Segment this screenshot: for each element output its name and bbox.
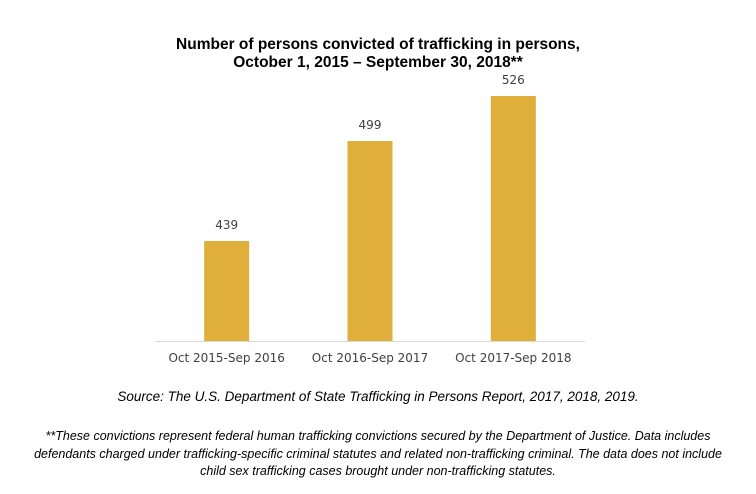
bar — [347, 141, 393, 341]
bar — [490, 96, 536, 341]
data-label: 526 — [502, 73, 525, 87]
x-tick-label: Oct 2017-Sep 2018 — [455, 351, 571, 365]
x-tick-label: Oct 2016-Sep 2017 — [312, 351, 428, 365]
data-label: 499 — [359, 118, 382, 132]
source-note: Source: The U.S. Department of State Tra… — [117, 389, 639, 404]
chart-title: Number of persons convicted of trafficki… — [176, 36, 580, 53]
x-tick-label: Oct 2015-Sep 2016 — [168, 351, 284, 365]
footnote: **These convictions represent federal hu… — [34, 429, 722, 478]
chart-subtitle: October 1, 2015 – September 30, 2018** — [233, 54, 523, 71]
data-label: 439 — [215, 218, 238, 232]
bar — [204, 241, 250, 341]
bar-chart: 439 Oct 2015-Sep 2016 499 Oct 2016-Sep 2017… — [155, 73, 585, 365]
